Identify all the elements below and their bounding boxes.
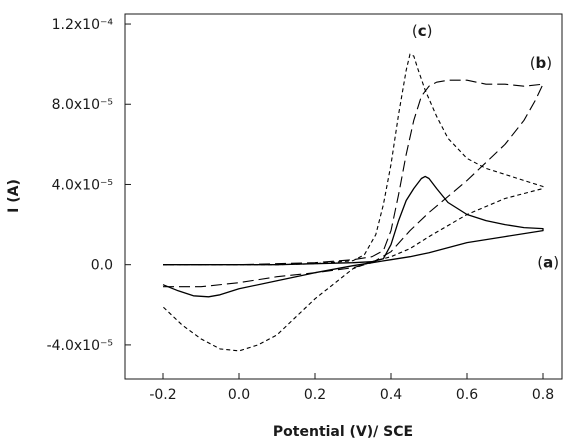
x-tick-label: 0.6 (456, 387, 478, 403)
series-label-2: (b) (530, 54, 552, 72)
x-axis-label: Potential (V)/ SCE (273, 424, 413, 440)
series-label-1: (a) (537, 254, 559, 272)
curve-labels: (a) (b) (c) (412, 22, 559, 272)
x-tick-label: -0.2 (149, 387, 176, 403)
y-tick-label: 8.0x10⁻⁵ (52, 97, 113, 113)
y-tick-label: 1.2x10⁻⁴ (52, 17, 114, 33)
x-axis-ticks: -0.2 0.0 0.2 0.4 0.6 0.8 (149, 373, 554, 403)
y-axis-ticks: -4.0x10⁻⁵ 0.0 4.0x10⁻⁵ 8.0x10⁻⁵ 1.2x10⁻⁴ (47, 17, 131, 354)
series-group (162, 53, 544, 352)
x-tick-label: 0.2 (304, 387, 326, 403)
series-label-3: (c) (412, 22, 433, 40)
y-axis-label: I (A) (6, 179, 22, 213)
x-tick-label: 0.4 (380, 387, 402, 403)
y-tick-label: 0.0 (91, 258, 113, 274)
x-tick-label: 0.8 (532, 387, 554, 403)
y-tick-label: -4.0x10⁻⁵ (47, 338, 113, 354)
plot-frame (124, 13, 563, 380)
series-line-1 (162, 175, 544, 298)
x-tick-label: 0.0 (228, 387, 250, 403)
series-line-3 (162, 53, 544, 352)
series-line-2 (163, 79, 544, 288)
y-tick-label: 4.0x10⁻⁵ (52, 177, 113, 193)
